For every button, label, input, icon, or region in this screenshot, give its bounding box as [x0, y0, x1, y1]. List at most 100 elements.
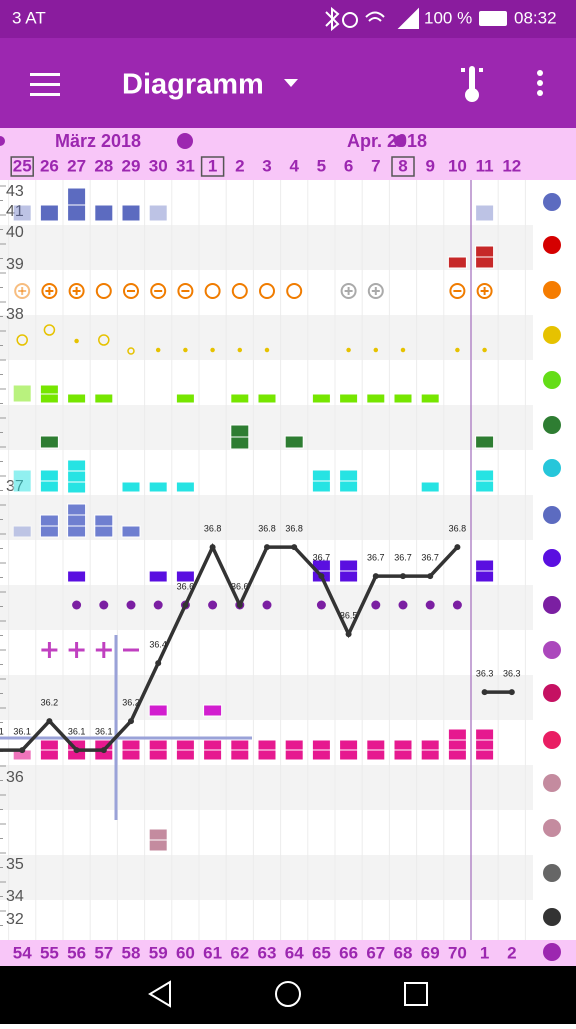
temperature-label: 36.7 — [421, 552, 439, 562]
symbol — [394, 750, 412, 760]
scale-label: 34 — [6, 888, 24, 905]
temperature-point — [74, 747, 80, 753]
cycle-day: 67 — [366, 943, 385, 962]
temperature-point — [291, 544, 297, 550]
row-icon — [543, 236, 561, 254]
temperature-point — [46, 718, 52, 724]
symbol — [394, 740, 412, 750]
symbol — [68, 188, 86, 205]
row-icon — [543, 684, 561, 702]
date-label: 27 — [67, 156, 86, 175]
symbol — [312, 470, 330, 481]
cycle-day: 60 — [176, 943, 195, 962]
date-label: 29 — [122, 156, 141, 175]
symbol — [176, 750, 194, 760]
symbol — [68, 205, 86, 221]
symbol — [149, 205, 167, 221]
date-label: 28 — [94, 156, 113, 175]
row-icon — [543, 864, 561, 882]
temperature-point — [210, 544, 216, 550]
row-icon — [543, 943, 561, 961]
row-band — [0, 855, 533, 900]
app-title[interactable]: Diagramm — [122, 69, 264, 101]
symbol — [149, 482, 167, 492]
row-icon — [543, 774, 561, 792]
cycle-day: 70 — [448, 943, 467, 962]
date-label: 1 — [208, 156, 217, 175]
temperature-label: 36.4 — [149, 639, 167, 649]
symbol — [233, 284, 247, 298]
row-icon — [543, 549, 561, 567]
temperature-label: 36.8 — [449, 523, 467, 533]
battery-level: 100 % — [424, 8, 472, 27]
symbol — [340, 740, 358, 750]
scale-label: 40 — [6, 224, 24, 241]
temperature-point — [400, 573, 406, 579]
symbol — [263, 601, 272, 610]
symbol — [476, 750, 494, 760]
symbol — [476, 205, 494, 221]
cycle-day: 62 — [230, 943, 249, 962]
symbol — [367, 750, 385, 760]
row-band — [0, 315, 533, 360]
row-icon — [543, 416, 561, 434]
temperature-label: 36.1 — [0, 726, 4, 736]
symbol — [13, 526, 31, 537]
symbol — [95, 205, 113, 221]
temperature-point — [427, 573, 433, 579]
temperature-point — [128, 718, 134, 724]
cycle-day: 61 — [203, 943, 222, 962]
symbol — [13, 205, 31, 221]
temperature-label: 36.2 — [122, 697, 140, 707]
cycle-day: 1 — [480, 943, 489, 962]
symbol — [258, 740, 276, 750]
date-label: 26 — [40, 156, 59, 175]
scale-label: 35 — [6, 856, 24, 873]
temperature-point — [482, 689, 488, 695]
scale-label: 36 — [6, 769, 24, 786]
temperature-point — [373, 573, 379, 579]
date-label: 6 — [344, 156, 353, 175]
symbol — [40, 481, 58, 492]
temperature-label: 36.1 — [68, 726, 86, 736]
carrier: 3 AT — [12, 8, 46, 27]
row-icon — [543, 908, 561, 926]
symbol — [95, 394, 113, 403]
symbol — [95, 526, 113, 537]
symbol — [476, 470, 494, 481]
symbol — [149, 705, 167, 716]
symbol — [40, 385, 58, 394]
symbol — [231, 750, 249, 760]
date-label: 31 — [176, 156, 195, 175]
symbol — [40, 205, 58, 221]
symbol — [40, 750, 58, 760]
symbol — [68, 460, 86, 471]
temperature-label: 36.7 — [313, 552, 331, 562]
symbol — [476, 571, 494, 582]
symbol — [312, 750, 330, 760]
date-label: 4 — [289, 156, 299, 175]
symbol — [476, 560, 494, 571]
row-band — [0, 765, 533, 810]
symbol — [68, 526, 86, 537]
row-band — [0, 405, 533, 450]
cycle-day: 56 — [67, 943, 86, 962]
symbol — [347, 349, 350, 352]
symbol — [176, 571, 194, 582]
symbol — [68, 471, 86, 482]
symbol — [206, 284, 220, 298]
symbol — [285, 750, 303, 760]
symbol — [367, 740, 385, 750]
symbol — [421, 394, 439, 403]
symbol — [371, 601, 380, 610]
overflow-menu[interactable] — [537, 70, 543, 96]
symbol — [476, 246, 494, 257]
symbol — [149, 740, 167, 750]
scale-label: 43 — [6, 183, 24, 200]
symbol — [208, 601, 217, 610]
symbol — [448, 740, 466, 750]
symbol — [149, 571, 167, 582]
temperature-point — [264, 544, 270, 550]
temperature-point — [318, 573, 324, 579]
symbol — [122, 740, 140, 750]
